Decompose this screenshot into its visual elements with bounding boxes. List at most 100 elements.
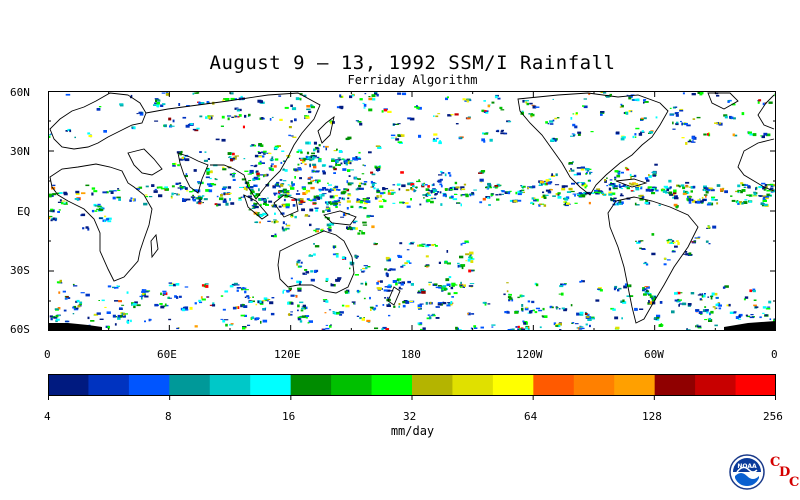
rain-cell (367, 266, 371, 268)
rain-cell (197, 101, 199, 103)
rain-cell (348, 226, 352, 230)
rain-cell (254, 154, 259, 158)
rain-cell (294, 118, 297, 122)
rain-cell (397, 134, 401, 137)
rain-cell (291, 107, 297, 111)
rain-cell (730, 195, 733, 197)
rain-cell (584, 185, 587, 189)
rain-cell (65, 93, 71, 96)
rain-cell (323, 300, 327, 302)
rain-cell (144, 320, 146, 323)
rain-cell (468, 269, 472, 273)
rain-cell (758, 186, 763, 189)
rain-cell (333, 167, 337, 171)
rain-cell (168, 318, 172, 321)
rain-cell (571, 133, 575, 135)
rain-cell (246, 295, 250, 298)
rain-cell (231, 174, 235, 178)
rain-cell (688, 198, 692, 202)
rain-cell (659, 324, 663, 327)
rain-cell (622, 184, 627, 187)
rain-cell (273, 192, 278, 195)
rain-cell (357, 178, 361, 180)
rain-cell (268, 152, 272, 155)
lat-label-60s: 60S (10, 323, 30, 336)
rain-cell (93, 313, 99, 316)
rain-cell (193, 169, 197, 172)
rain-cell (363, 181, 368, 183)
rain-cell (91, 209, 95, 213)
rain-cell (745, 314, 748, 317)
rain-cell (764, 184, 767, 187)
rain-cell (459, 255, 464, 259)
rain-cell (276, 181, 280, 184)
rainfall-map (48, 91, 776, 331)
rain-cell (353, 301, 355, 305)
rain-cell (564, 201, 568, 205)
rain-cell (433, 197, 437, 200)
rain-cell (693, 241, 696, 243)
rain-cell (431, 313, 435, 316)
rain-cell (289, 185, 292, 187)
rain-cell (389, 290, 394, 292)
rain-cell (255, 193, 261, 196)
rain-cell (547, 122, 550, 125)
rain-cell (465, 194, 469, 198)
rain-cell (739, 201, 743, 203)
rain-cell (201, 195, 205, 197)
rain-cell (194, 129, 199, 132)
rain-cell (400, 282, 404, 286)
rain-cell (358, 151, 361, 154)
rain-cell (252, 178, 256, 181)
rain-cell (208, 184, 213, 187)
rain-cell (411, 188, 414, 191)
rain-cell (203, 284, 207, 288)
rain-cell (736, 201, 741, 204)
rain-cell (355, 256, 358, 259)
rain-cell (673, 192, 677, 195)
rain-cell (299, 265, 303, 267)
rain-cell (588, 92, 591, 95)
rain-cell (356, 198, 359, 200)
rain-cell (661, 324, 664, 327)
rain-cell (365, 282, 368, 286)
rain-cell (261, 151, 265, 154)
rain-cell (354, 176, 357, 180)
rain-cell (194, 189, 198, 192)
rain-cell (270, 165, 273, 167)
rain-cell (438, 141, 442, 145)
rain-cell (535, 283, 539, 287)
rain-cell (608, 191, 612, 194)
rain-cell (107, 220, 112, 223)
rain-cell (357, 290, 360, 294)
rain-cell (97, 205, 102, 208)
rain-cell (267, 220, 271, 222)
rain-cell (387, 269, 392, 272)
rain-cell (441, 290, 444, 292)
rain-cell (762, 312, 765, 314)
rain-cell (562, 283, 567, 286)
rain-cell (460, 194, 463, 197)
rain-cell (363, 103, 367, 107)
rain-cell (568, 188, 572, 191)
rain-cell (359, 206, 362, 208)
rain-cell (326, 223, 332, 227)
rain-cell (621, 136, 626, 139)
rain-cell (375, 145, 381, 147)
rain-cell (61, 200, 66, 202)
rain-cell (256, 172, 260, 176)
rain-cell (291, 199, 295, 201)
rain-cell (141, 296, 143, 300)
rain-cell (275, 183, 278, 186)
rain-cell (280, 161, 283, 164)
rain-cell (368, 97, 373, 101)
rain-cell (391, 191, 396, 194)
rain-cell (733, 311, 737, 314)
rain-cell (48, 134, 52, 136)
rain-cell (455, 326, 458, 330)
rain-cell (534, 198, 539, 202)
rain-cell (365, 199, 369, 201)
rain-cell (676, 291, 681, 295)
rain-cell (640, 187, 643, 190)
rain-cell (696, 200, 701, 204)
